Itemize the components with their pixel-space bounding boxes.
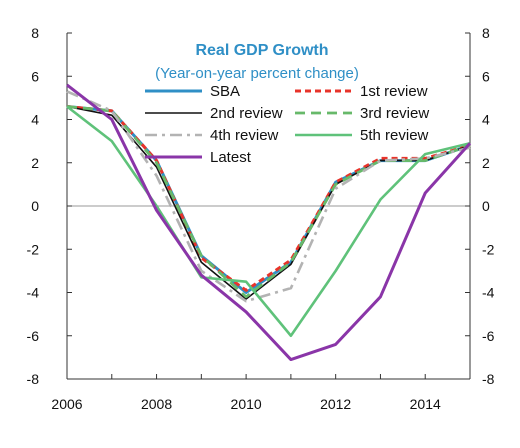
chart-title: Real GDP Growth <box>195 42 328 59</box>
y-tick-label-left: -2 <box>27 241 40 257</box>
series-line-5th-review <box>66 105 471 338</box>
x-tick-label: 2008 <box>141 396 172 412</box>
y-tick-label-right: -4 <box>482 285 495 301</box>
y-tick-label-left: 2 <box>31 155 39 171</box>
series-lines <box>66 83 472 362</box>
legend-label: 5th review <box>360 127 429 144</box>
legend: SBA 1st review 2nd review 3rd review 4th rev… <box>145 83 429 166</box>
y-tick-label-right: -8 <box>482 371 495 387</box>
x-tick-label: 2006 <box>51 396 82 412</box>
y-tick-label-right: 4 <box>482 112 490 128</box>
series-line-latest <box>66 83 472 362</box>
legend-label: 3rd review <box>360 105 429 122</box>
y-tick-label-left: -8 <box>27 371 40 387</box>
y-tick-label-right: 0 <box>482 198 490 214</box>
x-tick-label: 2012 <box>320 396 351 412</box>
legend-label: SBA <box>210 83 240 100</box>
y-tick-label-right: -6 <box>482 328 495 344</box>
y-tick-label-right: -2 <box>482 241 495 257</box>
y-tick-label-left: 8 <box>31 25 39 41</box>
x-tick-label: 2010 <box>231 396 262 412</box>
y-tick-label-left: -4 <box>27 285 40 301</box>
legend-label: 4th review <box>210 127 279 144</box>
y-tick-label-left: -6 <box>27 328 40 344</box>
y-tick-label-right: 6 <box>482 68 490 84</box>
x-tick-label: 2014 <box>410 396 441 412</box>
axes: 8 8 6 6 4 4 2 2 0 0 -2 -2 -4 -4 -6 -6 -8 -8 2006 2008 2010 20… <box>27 25 495 412</box>
chart-subtitle: (Year-on-year percent change) <box>155 65 359 82</box>
y-tick-label-left: 6 <box>31 68 39 84</box>
legend-label: 2nd review <box>210 105 283 122</box>
legend-label: 1st review <box>360 83 428 100</box>
series-line-4th-review <box>66 90 471 303</box>
y-tick-label-left: 0 <box>31 198 39 214</box>
y-tick-label-left: 4 <box>31 112 39 128</box>
legend-label: Latest <box>210 149 252 166</box>
y-tick-label-right: 8 <box>482 25 490 41</box>
y-tick-label-right: 2 <box>482 155 490 171</box>
